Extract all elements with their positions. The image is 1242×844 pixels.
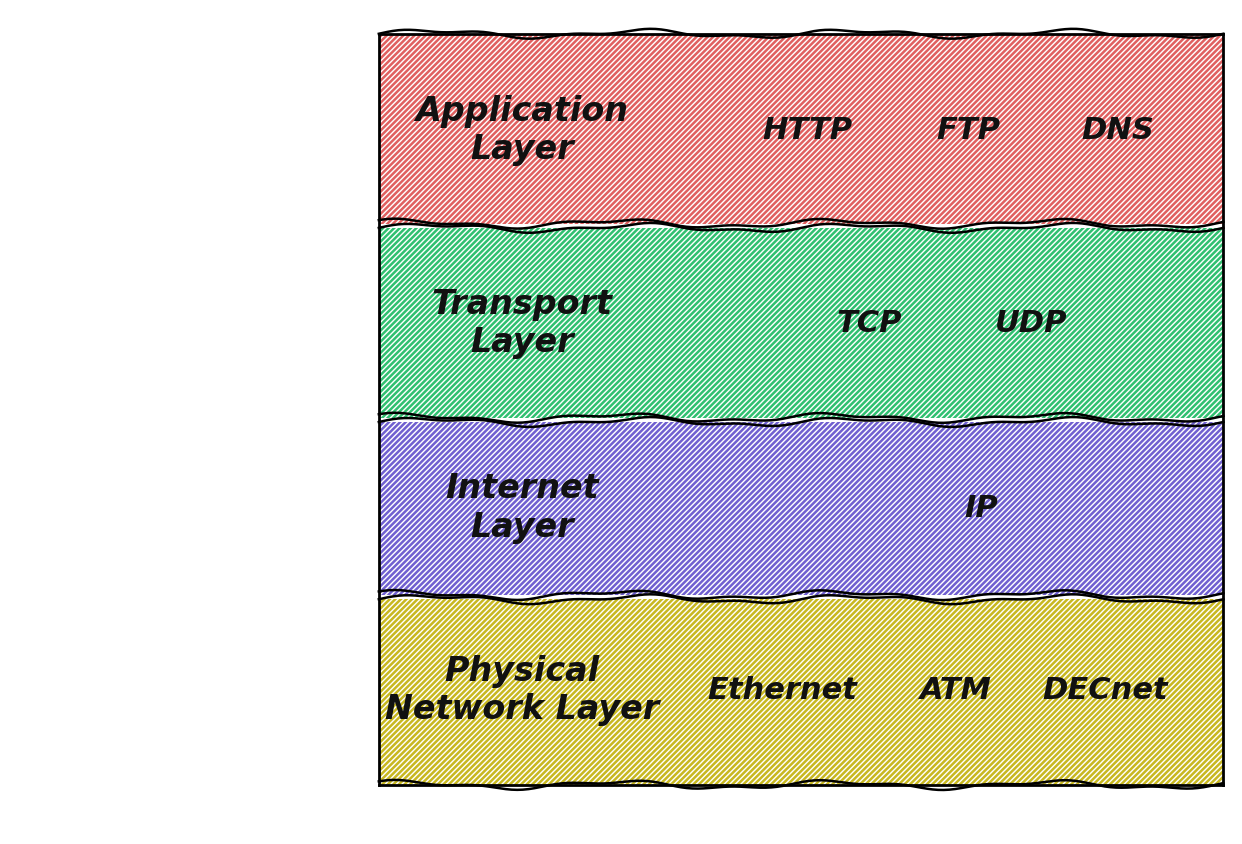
Bar: [379, 422, 1223, 595]
Bar: [379, 422, 1223, 595]
Text: ATM: ATM: [920, 676, 992, 705]
Text: Internet
Layer: Internet Layer: [445, 473, 599, 544]
Text: Transport
Layer: Transport Layer: [431, 288, 612, 359]
Text: DECnet: DECnet: [1042, 676, 1169, 705]
Bar: [379, 228, 1223, 418]
Bar: [379, 228, 1223, 418]
Text: IP: IP: [964, 494, 999, 522]
Text: Ethernet: Ethernet: [708, 676, 857, 705]
Text: UDP: UDP: [995, 309, 1067, 338]
Bar: [379, 599, 1223, 785]
Text: HTTP: HTTP: [763, 116, 852, 145]
Text: TCP: TCP: [837, 309, 902, 338]
Bar: [379, 34, 1223, 224]
Text: Physical
Network Layer: Physical Network Layer: [385, 655, 658, 726]
Text: DNS: DNS: [1082, 116, 1154, 145]
Text: Application
Layer: Application Layer: [415, 95, 628, 166]
Bar: [379, 599, 1223, 785]
Bar: [379, 34, 1223, 224]
Text: FTP: FTP: [936, 116, 1001, 145]
